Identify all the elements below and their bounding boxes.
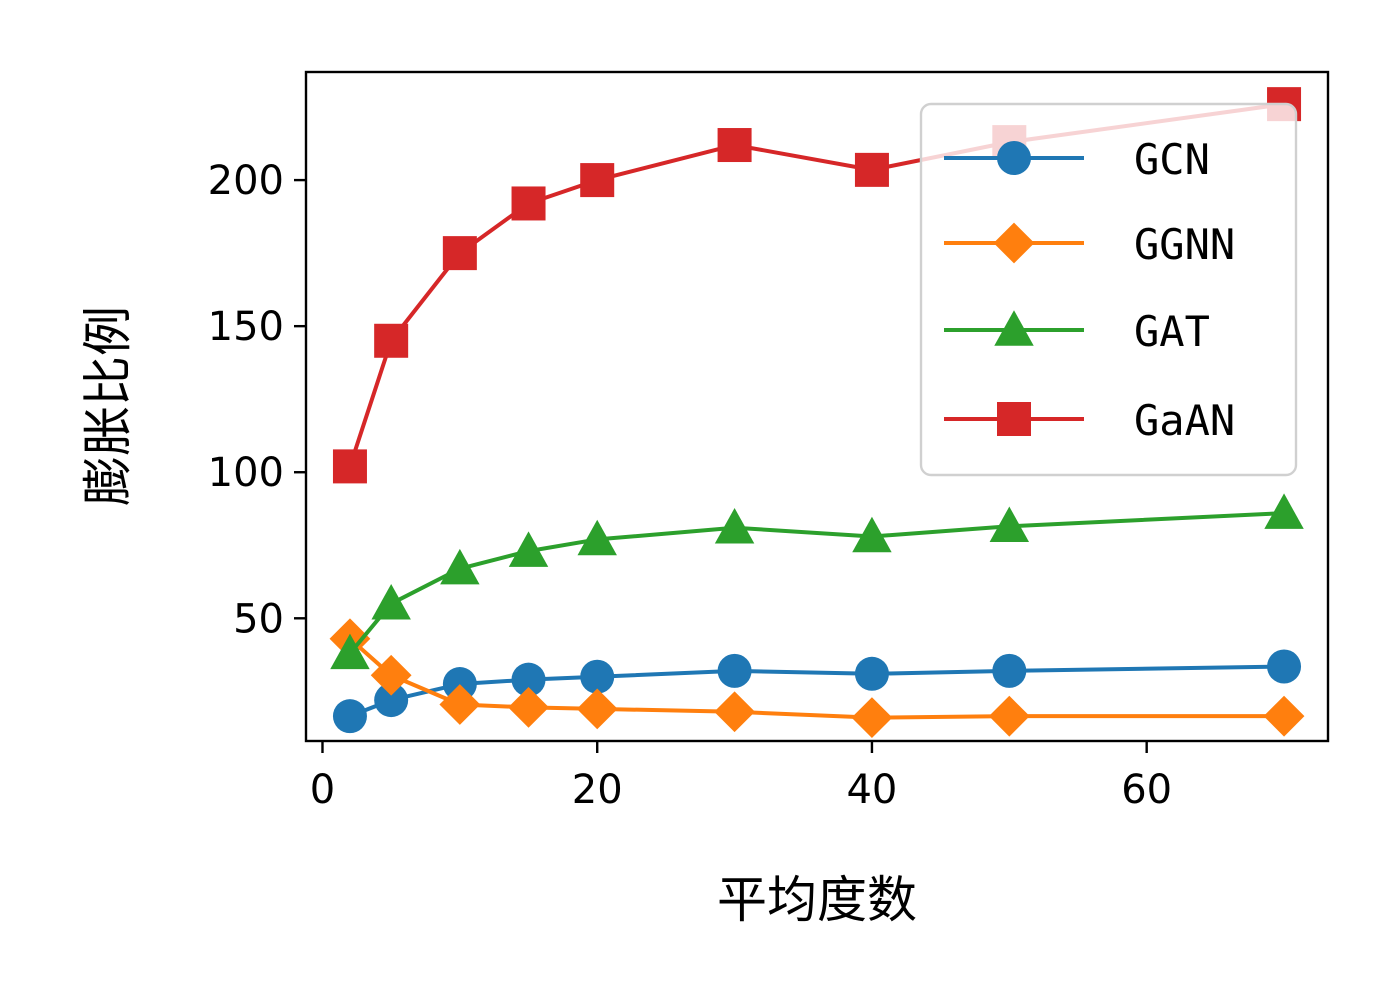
data-point-ggnn	[576, 688, 618, 730]
legend-item-gaan: GaAN	[944, 396, 1235, 445]
data-point-gcn	[511, 662, 546, 697]
y-axis-label: 膨胀比例	[79, 306, 137, 506]
series-ggnn	[329, 618, 1305, 739]
legend-marker-gaan	[997, 402, 1031, 436]
data-point-gcn	[1267, 649, 1302, 684]
y-tick-label: 200	[208, 158, 284, 204]
data-point-gcn	[580, 659, 615, 694]
data-point-gaan	[854, 152, 889, 187]
data-point-gaan	[580, 163, 615, 198]
data-point-gcn	[854, 656, 889, 691]
data-point-gat	[1264, 493, 1304, 529]
data-point-ggnn	[988, 695, 1030, 737]
legend-marker-gat	[994, 310, 1034, 346]
y-tick-label: 150	[208, 304, 284, 350]
series-layer	[329, 87, 1305, 739]
data-point-ggnn	[439, 684, 481, 725]
data-point-gaan	[374, 323, 409, 358]
legend-box	[919, 102, 1298, 477]
data-point-gaan	[332, 449, 367, 484]
data-point-ggnn	[370, 654, 412, 696]
data-point-gat	[371, 583, 411, 620]
data-point-gat	[330, 633, 370, 670]
data-point-gcn	[374, 683, 409, 718]
x-tick-label: 60	[1121, 767, 1172, 813]
series-gaan	[332, 87, 1302, 484]
y-tick-label: 100	[208, 450, 284, 496]
series-line-ggnn	[348, 637, 1285, 720]
data-point-gaan	[717, 128, 752, 163]
data-point-gat	[508, 531, 549, 567]
legend-marker-gcn	[997, 141, 1031, 175]
data-point-gat	[714, 508, 755, 544]
data-point-gaan	[511, 186, 546, 221]
data-point-gaan	[442, 236, 477, 271]
legend: GCN GGNN GAT GaAN	[919, 102, 1298, 477]
data-point-gat	[577, 519, 617, 556]
legend-label: GAT	[1134, 307, 1210, 356]
legend-item-gcn: GCN	[944, 135, 1210, 184]
data-point-gcn	[442, 667, 477, 702]
series-gcn	[332, 649, 1302, 734]
legend-label: GGNN	[1134, 220, 1235, 269]
data-point-gcn	[992, 653, 1027, 688]
data-point-gat	[989, 506, 1030, 543]
legend-item-ggnn: GGNN	[944, 220, 1235, 269]
legend-label: GaAN	[1134, 396, 1235, 445]
data-point-gat	[440, 548, 480, 585]
data-point-ggnn	[714, 691, 755, 733]
data-point-gcn	[332, 699, 367, 734]
data-point-ggnn	[1263, 695, 1305, 737]
x-axis-label: 平均度数	[717, 871, 917, 929]
data-point-gcn	[717, 653, 752, 688]
series-line-gcn	[349, 664, 1285, 719]
data-point-gat	[852, 516, 892, 553]
x-tick-label: 20	[572, 767, 623, 813]
x-tick-label: 0	[310, 767, 335, 813]
plot-frame	[304, 70, 1330, 743]
x-tick-label: 40	[846, 767, 897, 813]
legend-marker-ggnn	[993, 222, 1035, 264]
y-tick-label: 50	[233, 596, 284, 642]
legend-item-gat: GAT	[944, 307, 1210, 356]
data-point-ggnn	[851, 697, 893, 739]
legend-label: GCN	[1134, 135, 1210, 184]
series-gat	[330, 493, 1304, 670]
series-line-gat	[348, 511, 1285, 655]
axis-ticks-layer: 0 20 40 60 50 100 150 200	[208, 158, 1172, 813]
data-point-ggnn	[508, 687, 549, 728]
